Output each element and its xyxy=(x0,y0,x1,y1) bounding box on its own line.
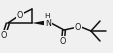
Text: O: O xyxy=(17,10,23,20)
Text: N: N xyxy=(45,18,51,28)
Text: O: O xyxy=(59,37,66,45)
Polygon shape xyxy=(32,21,44,25)
Text: H: H xyxy=(44,13,49,19)
Text: O: O xyxy=(74,23,80,31)
Text: O: O xyxy=(1,30,7,39)
